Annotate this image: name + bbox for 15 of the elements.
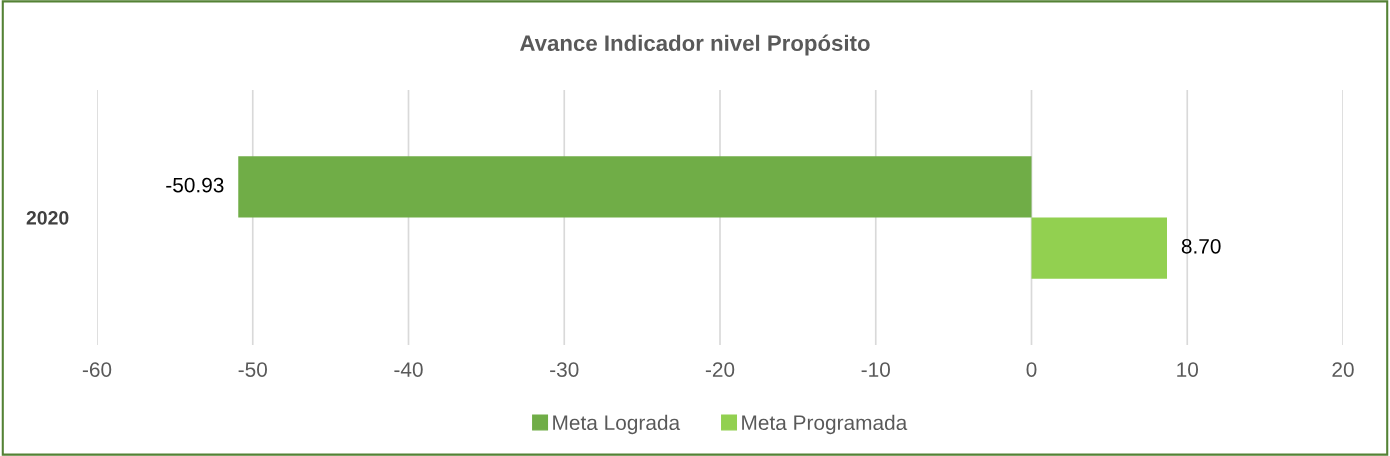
x-tick-label: 10 [1177, 362, 1199, 377]
x-tick-label: 0 [1026, 362, 1037, 377]
x-tick-label: -40 [394, 362, 423, 377]
y-tick-label: 2020 [26, 210, 69, 225]
x-tick-label: -60 [82, 362, 112, 377]
x-tick-label: -20 [705, 362, 735, 377]
x-tick-label: -30 [550, 362, 579, 377]
data-label: 8.70 [1181, 238, 1221, 254]
data-label: -50.93 [166, 177, 224, 193]
x-tick-label: 20 [1332, 362, 1354, 377]
legend-label: Meta Programada [742, 414, 908, 435]
chart-title: Avance Indicador nivel Propósito [520, 34, 870, 56]
legend-label: Meta Lograda [553, 414, 681, 435]
x-tick-label: -50 [238, 362, 267, 377]
x-tick-label: -10 [861, 362, 890, 377]
